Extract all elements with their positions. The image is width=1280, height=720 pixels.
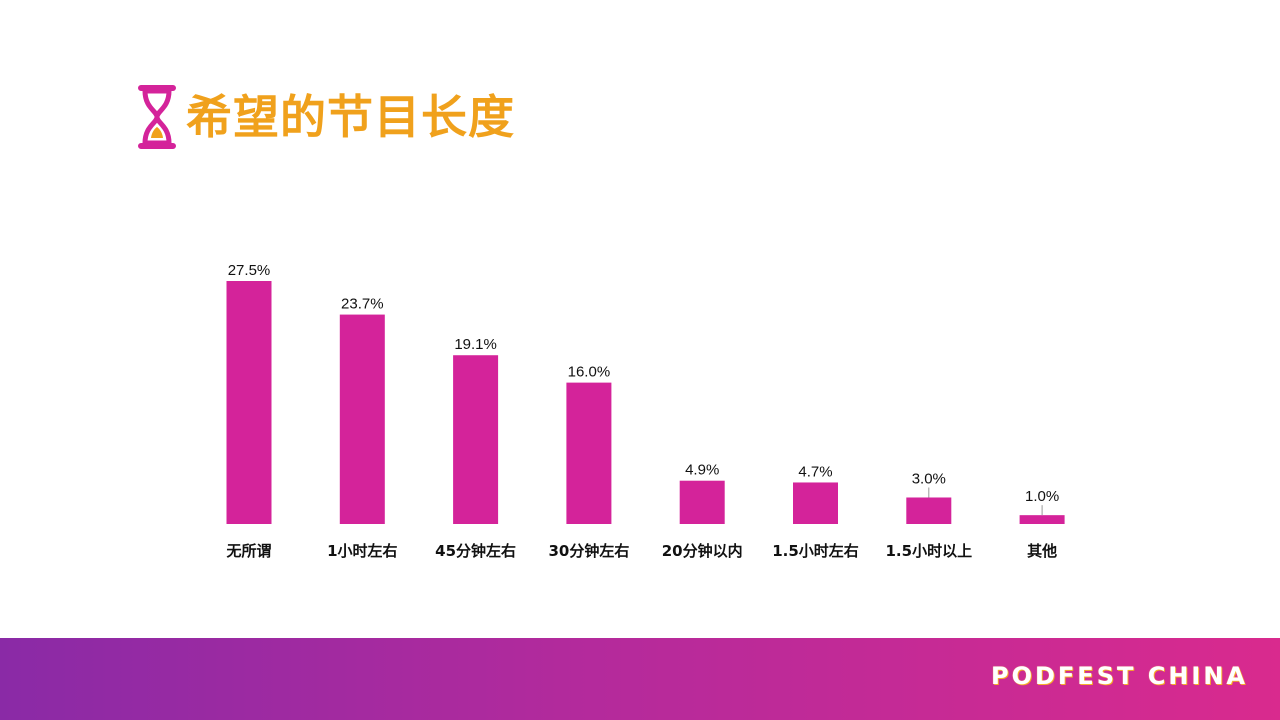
category-label-4: 20分钟以内 <box>662 542 743 560</box>
bar-4 <box>679 480 725 524</box>
bar-0 <box>226 281 272 524</box>
data-label-6: 3.0% <box>912 470 946 487</box>
bar-3 <box>566 382 612 524</box>
bar-5 <box>793 482 838 524</box>
category-label-7: 其他 <box>1027 542 1057 560</box>
brand-logo-text: PODFEST CHINA <box>990 662 1248 690</box>
data-label-3: 16.0% <box>568 364 611 381</box>
title-row: 希望的节目长度 <box>136 84 515 150</box>
category-label-3: 30分钟左右 <box>548 542 629 560</box>
category-label-0: 无所谓 <box>225 542 271 560</box>
data-label-4: 4.9% <box>685 462 719 479</box>
data-label-5: 4.7% <box>798 463 832 480</box>
footer-band: PODFEST CHINA <box>0 638 1280 720</box>
data-label-2: 19.1% <box>454 336 497 353</box>
category-label-6: 1.5小时以上 <box>886 542 973 560</box>
bar-chart: 27.5% 无所谓 23.7% 1小时左右 19.1% 45分钟左右 16.0% 30分钟左右… <box>225 262 1065 560</box>
page-title: 希望的节目长度 <box>186 90 515 144</box>
bar-2 <box>453 355 499 524</box>
category-label-2: 45分钟左右 <box>435 542 516 560</box>
hourglass-icon <box>138 85 176 149</box>
bar-1 <box>339 314 385 524</box>
data-label-1: 23.7% <box>341 296 384 313</box>
bar-6 <box>906 497 952 524</box>
data-label-7: 1.0% <box>1025 488 1059 505</box>
data-label-0: 27.5% <box>228 262 271 279</box>
bar-7 <box>1019 515 1065 524</box>
category-label-1: 1小时左右 <box>327 542 397 560</box>
category-label-5: 1.5小时左右 <box>772 542 859 560</box>
